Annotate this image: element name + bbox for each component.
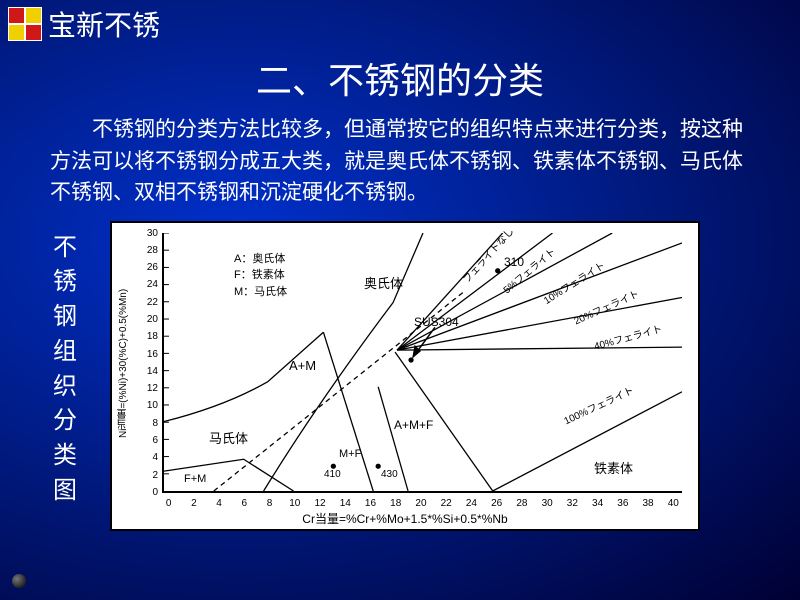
point-430: 430 [381, 469, 398, 480]
point-sus304: SUS304 [414, 315, 459, 329]
diag-label-4: 40%フェライト [592, 320, 664, 353]
region-fm: F+M [184, 473, 206, 485]
diag-label-3: 20%フェライト [571, 285, 641, 327]
x-axis-label: Cr当量=%Cr+%Mo+1.5*%Si+0.5*%Nb [112, 510, 698, 527]
region-amf: A+M+F [394, 418, 433, 432]
region-am: A+M [289, 358, 316, 373]
brand-logo-icon [8, 7, 42, 41]
region-ferrite: 铁素体 [594, 458, 633, 477]
region-mf: M+F [339, 448, 361, 460]
slide-bullet-icon [12, 574, 26, 588]
x-axis-ticks: 0246810121416182022242628303234363840 [156, 498, 686, 509]
y-axis-label: Ni当量=(%Ni)+30(%C)+0.5(%Mn) [116, 243, 131, 483]
region-martensite: 马氏体 [209, 428, 248, 447]
content-row: 不锈钢组织分类图 Ni当量=(%Ni)+30(%C)+0.5(%Mn) 3028… [0, 221, 800, 531]
chart-legend: A：奥氏体F：铁素体M：马氏体 [234, 251, 287, 301]
diag-label-5: 100%フェライト [561, 381, 636, 427]
chart-vertical-caption: 不锈钢组织分类图 [50, 231, 80, 509]
diag-label-2: 10%フェライト [540, 257, 607, 307]
chart-plot-area: A：奥氏体F：铁素体M：马氏体 奥氏体 A+M 马氏体 F+M A+M+F M+… [162, 233, 682, 493]
page-title: 二、不锈钢的分类 [0, 52, 800, 104]
y-axis-ticks: 302826242220181614121086420 [140, 229, 158, 506]
intro-paragraph: 不锈钢的分类方法比较多，但通常按它的组织特点来进行分类，按这种方法可以将不锈钢分… [0, 104, 800, 209]
point-410: 410 [324, 469, 341, 480]
phase-diagram-chart: Ni当量=(%Ni)+30(%C)+0.5(%Mn) 3028262422201… [110, 221, 700, 531]
region-austenite: 奥氏体 [364, 273, 403, 292]
header: 宝新不锈 [0, 0, 800, 48]
brand-name: 宝新不锈 [48, 4, 160, 44]
